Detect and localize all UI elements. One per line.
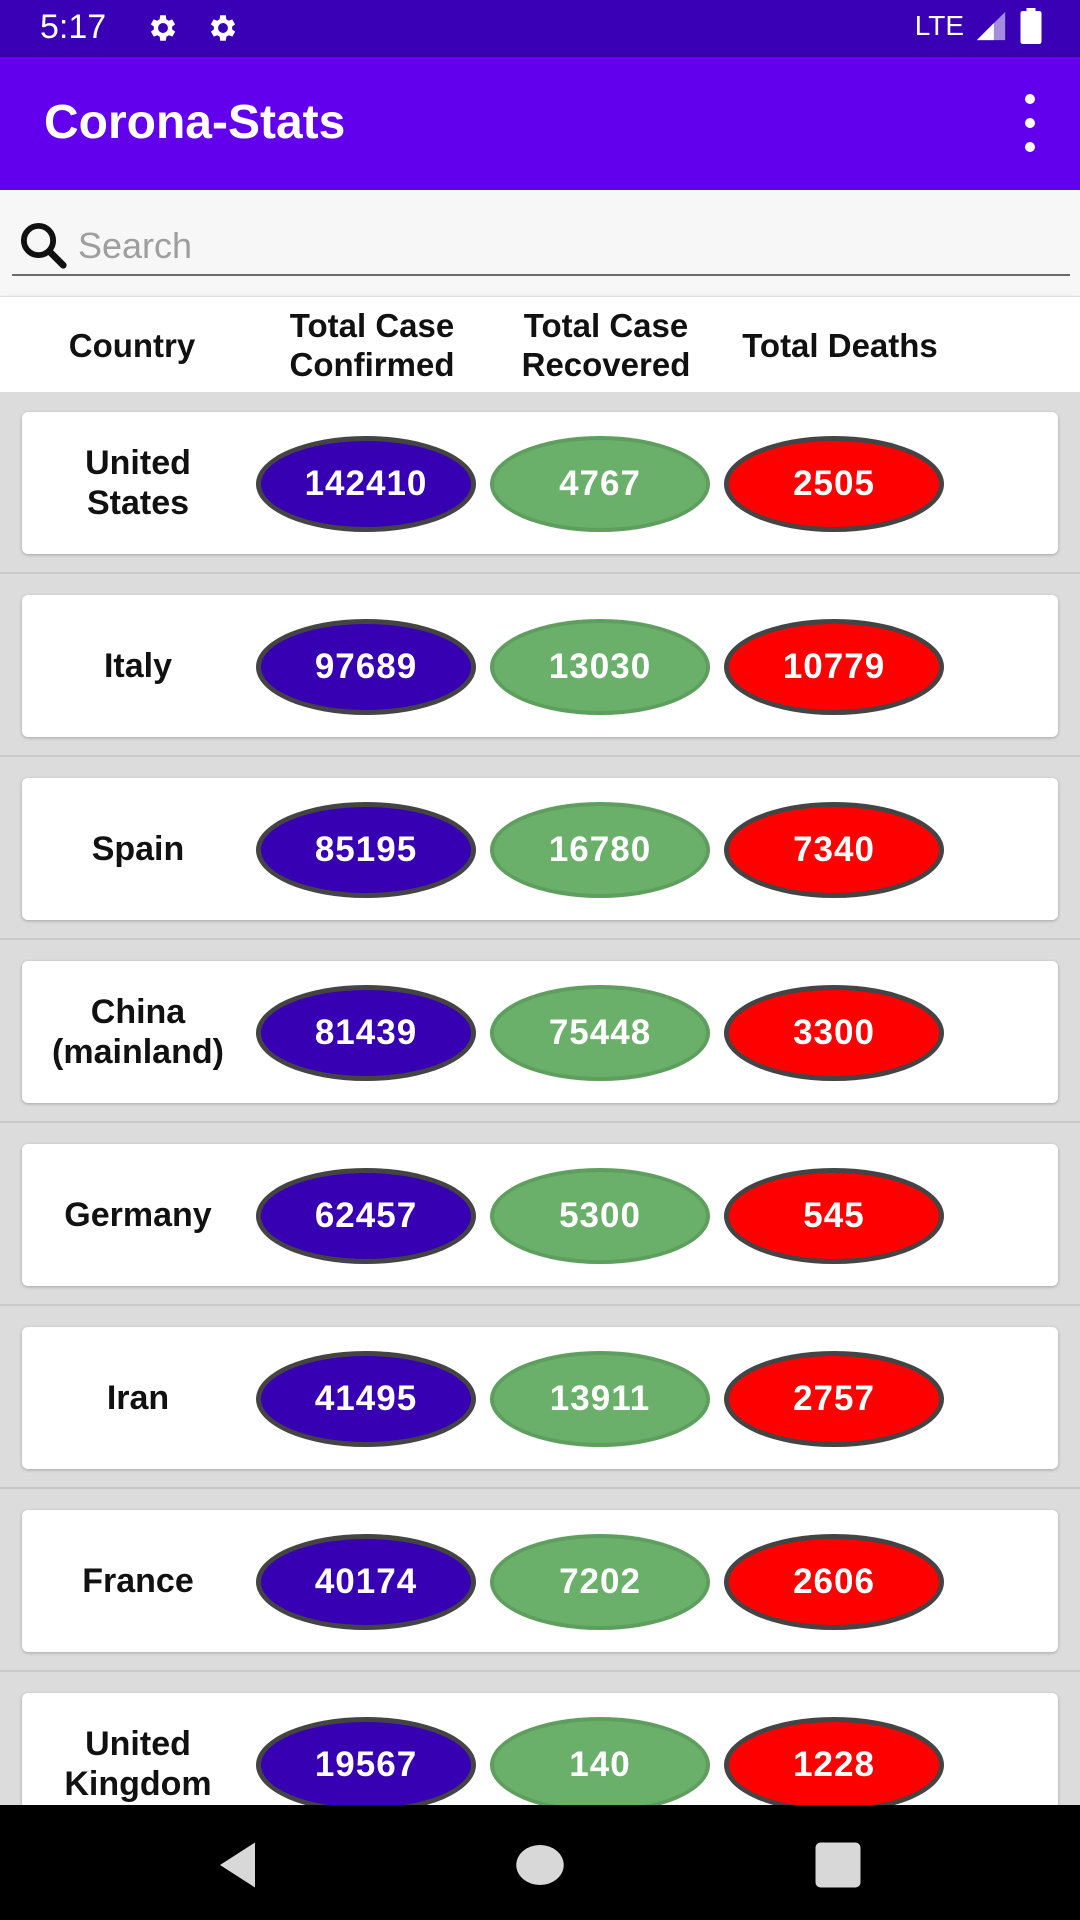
confirmed-badge: 85195 [256,802,476,898]
search-icon [20,222,67,269]
table-header: Country Total Case Confirmed Total Case … [0,296,1080,392]
country-name: China (mainland) [52,993,224,1071]
network-type: LTE [914,10,964,41]
recovered-badge: 75448 [490,985,710,1081]
more-vert-icon[interactable] [1010,91,1050,155]
confirmed-badge: 62457 [256,1168,476,1264]
menu-dot [1025,142,1035,152]
battery-icon [1020,8,1042,44]
table-row[interactable]: Italy 97689 13030 10779 [22,595,1058,737]
recovered-badge: 13030 [490,619,710,715]
app-bar: Corona-Stats [0,57,1080,190]
country-name: Spain [91,830,185,868]
row-divider [0,1670,1080,1672]
country-list[interactable]: United States 142410 4767 2505 Italy 9768… [0,392,1080,1805]
header-total-deaths: Total Deaths [742,326,938,364]
header-total-recovered: Total Case Recovered [521,307,691,383]
deaths-badge: 2505 [724,436,944,532]
country-name: United Kingdom [64,1725,212,1803]
confirmed-badge: 19567 [256,1717,476,1805]
table-row[interactable]: Spain 85195 16780 7340 [22,778,1058,920]
row-divider [0,1121,1080,1123]
recovered-badge: 5300 [490,1168,710,1264]
navigation-bar [0,1805,1080,1920]
confirmed-badge: 41495 [256,1351,476,1447]
recents-icon[interactable] [808,1835,868,1895]
status-right-group: LTE [915,8,1044,44]
row-divider [0,1487,1080,1489]
gear-icon [150,15,176,41]
row-divider [0,755,1080,757]
app-title: Corona-Stats [44,96,346,149]
country-name: Germany [64,1196,212,1234]
row-divider [0,938,1080,940]
table-row[interactable]: France 40174 7202 2606 [22,1510,1058,1652]
row-divider [0,572,1080,574]
gear-icon [210,15,236,41]
recovered-badge: 4767 [490,436,710,532]
deaths-badge: 2757 [724,1351,944,1447]
deaths-badge: 7340 [724,802,944,898]
recovered-badge: 16780 [490,802,710,898]
country-name: United States [85,444,191,522]
country-name: France [82,1562,194,1600]
country-name: Iran [106,1379,170,1417]
row-divider [0,1304,1080,1306]
recovered-badge: 7202 [490,1534,710,1630]
deaths-badge: 10779 [724,619,944,715]
menu-dot [1025,94,1035,104]
header-country: Country [68,326,196,364]
table-row[interactable]: United Kingdom 19567 140 1228 [22,1693,1058,1805]
search-underline [12,274,1070,276]
deaths-badge: 545 [724,1168,944,1264]
status-bar: 5:17 LTE [0,0,1080,57]
menu-dot [1025,118,1035,128]
signal-icon [976,11,1006,41]
confirmed-badge: 97689 [256,619,476,715]
search-input[interactable] [76,220,1056,272]
table-row[interactable]: United States 142410 4767 2505 [22,412,1058,554]
back-icon[interactable] [210,1835,270,1895]
deaths-badge: 3300 [724,985,944,1081]
confirmed-badge: 142410 [256,436,476,532]
search-bar [0,190,1080,298]
home-icon[interactable] [510,1835,570,1895]
header-total-confirmed: Total Case Confirmed [289,307,455,383]
country-name: Italy [103,647,173,685]
deaths-badge: 2606 [724,1534,944,1630]
confirmed-badge: 40174 [256,1534,476,1630]
status-time: 5:17 [40,8,107,46]
table-row[interactable]: Germany 62457 5300 545 [22,1144,1058,1286]
recovered-badge: 13911 [490,1351,710,1447]
table-row[interactable]: China (mainland) 81439 75448 3300 [22,961,1058,1103]
confirmed-badge: 81439 [256,985,476,1081]
recovered-badge: 140 [490,1717,710,1805]
table-row[interactable]: Iran 41495 13911 2757 [22,1327,1058,1469]
deaths-badge: 1228 [724,1717,944,1805]
